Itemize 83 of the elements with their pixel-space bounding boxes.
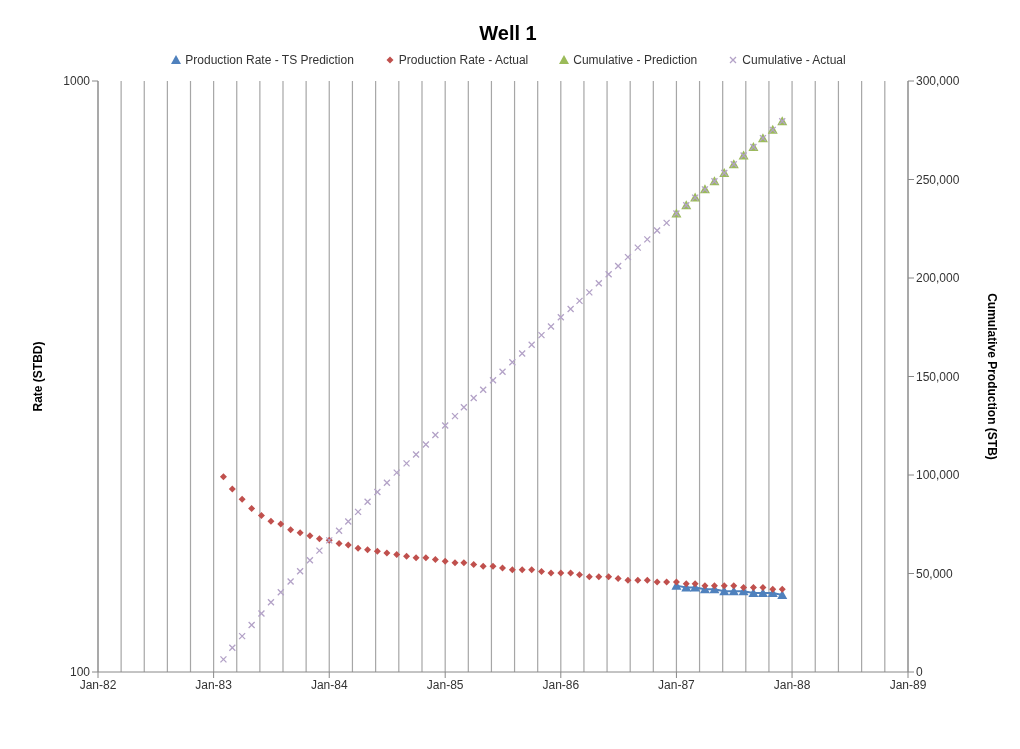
- point: [219, 473, 227, 481]
- point: [576, 571, 583, 579]
- point: [412, 554, 420, 562]
- point: [383, 549, 391, 557]
- point: [441, 557, 449, 565]
- legend-label: Production Rate - Actual: [397, 53, 529, 67]
- point: [528, 566, 536, 574]
- point: [228, 485, 236, 493]
- point: [403, 552, 411, 560]
- y2-tick-label: 0: [916, 665, 923, 680]
- point: [634, 576, 642, 584]
- point: [518, 566, 526, 574]
- x-tick-label: Jan-83: [195, 677, 233, 692]
- point: [306, 532, 314, 540]
- point: [393, 551, 401, 559]
- y-axis-title: Rate (STBD): [31, 341, 46, 412]
- point: [778, 585, 786, 593]
- x-tick-label: Jan-84: [310, 677, 348, 692]
- y-tick-label: 100: [69, 665, 91, 680]
- point: [759, 583, 767, 591]
- point: [315, 535, 323, 543]
- y2-tick-label: 150,000: [916, 369, 960, 384]
- point: [344, 541, 352, 549]
- point: [460, 559, 468, 567]
- point: [296, 529, 304, 537]
- y-tick-label: 1000: [63, 74, 91, 89]
- x-tick-label: Jan-89: [889, 677, 927, 692]
- point: [653, 578, 661, 586]
- point: [567, 569, 575, 577]
- point: [749, 583, 757, 591]
- point: [470, 561, 478, 569]
- point: [537, 567, 545, 575]
- x-tick-label: Jan-82: [79, 677, 117, 692]
- point: [287, 526, 295, 534]
- point: [431, 556, 439, 564]
- point: [547, 569, 555, 577]
- legend-label: Cumulative - Actual: [741, 53, 846, 67]
- point: [364, 546, 372, 554]
- legend-label: Cumulative - Prediction: [572, 53, 698, 67]
- legend-label: Production Rate - TS Prediction: [184, 53, 354, 67]
- y2-tick-label: 200,000: [916, 271, 960, 286]
- point: [499, 564, 507, 572]
- point: [277, 520, 285, 528]
- point: [585, 573, 593, 581]
- point: [267, 517, 275, 525]
- point: [740, 583, 748, 591]
- point: [730, 582, 738, 590]
- chart-title: Well 1: [478, 21, 538, 46]
- point: [238, 495, 246, 503]
- point: [335, 539, 343, 547]
- point: [508, 566, 516, 574]
- point: [451, 559, 459, 567]
- point: [701, 582, 709, 590]
- point: [624, 576, 632, 584]
- point: [672, 578, 680, 586]
- point: [479, 562, 487, 570]
- point: [422, 554, 430, 562]
- point: [769, 585, 777, 593]
- point: [489, 562, 497, 570]
- point: [643, 576, 651, 584]
- point: [691, 580, 699, 588]
- point: [748, 588, 759, 598]
- y2-tick-label: 100,000: [916, 468, 960, 483]
- point: [354, 544, 362, 552]
- y2-tick-label: 250,000: [916, 172, 960, 187]
- point: [605, 573, 613, 581]
- y2-tick-label: 50,000: [916, 566, 954, 581]
- point: [682, 580, 690, 588]
- point: [663, 578, 671, 586]
- point: [248, 505, 256, 513]
- point: [373, 547, 381, 555]
- point: [710, 582, 718, 590]
- point: [720, 582, 728, 590]
- point: [595, 573, 603, 581]
- x-tick-label: Jan-88: [773, 677, 811, 692]
- point: [557, 569, 565, 577]
- point: [257, 511, 265, 519]
- x-tick-label: Jan-85: [426, 677, 464, 692]
- x-tick-label: Jan-87: [658, 677, 696, 692]
- y2-tick-label: 300,000: [916, 74, 960, 89]
- y2-axis-title: Cumulative Production (STB): [984, 293, 999, 460]
- x-tick-label: Jan-86: [542, 677, 580, 692]
- point: [614, 574, 622, 582]
